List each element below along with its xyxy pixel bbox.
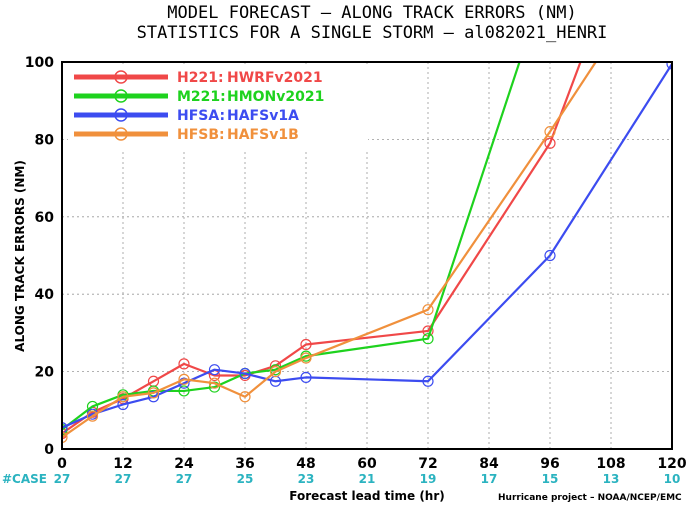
y-tick-label: 100 <box>25 55 54 71</box>
x-tick-label: 24 <box>174 456 194 472</box>
series-group <box>62 62 672 443</box>
data-point <box>422 304 434 316</box>
data-point <box>422 375 434 387</box>
x-tick-label: 108 <box>596 456 625 472</box>
x-tick-label: 0 <box>57 456 67 472</box>
plot-frame <box>61 61 673 450</box>
series-line <box>62 62 521 431</box>
data-point <box>178 358 190 370</box>
data-point <box>544 249 556 262</box>
y-axis-label: ALONG TRACK ERRORS (NM) <box>13 160 27 352</box>
legend-marker <box>114 108 128 122</box>
y-tick-label: 60 <box>35 210 55 226</box>
case-count: 10 <box>664 472 681 486</box>
x-tick-label: 96 <box>540 456 559 472</box>
case-count: 27 <box>176 472 193 486</box>
data-point <box>86 410 99 422</box>
data-point <box>178 385 190 397</box>
case-count: 23 <box>298 472 315 486</box>
data-point <box>208 377 221 389</box>
data-point <box>62 431 68 443</box>
data-point <box>178 377 190 389</box>
case-count: 17 <box>481 472 498 486</box>
x-tick-label: 120 <box>657 456 686 472</box>
legend-marker <box>114 89 128 103</box>
legend-name: HMONv2021 <box>227 89 324 105</box>
case-counts: 27 27 27 25 23 21 19 17 15 13 10 <box>54 472 681 486</box>
x-tick-label: 48 <box>296 456 315 472</box>
y-tick-label: 80 <box>35 132 55 148</box>
legend-marker <box>114 70 128 84</box>
chart-title-line2: STATISTICS FOR A SINGLE STORM – al082021… <box>137 23 608 43</box>
data-point <box>300 338 312 351</box>
case-count: 19 <box>420 472 437 486</box>
case-count: 15 <box>542 472 559 486</box>
data-point <box>300 371 312 384</box>
credit-text: Hurricane project – NOAA/NCEP/EMC <box>498 493 682 503</box>
data-point <box>544 126 556 138</box>
series-line <box>62 62 597 439</box>
case-count: 25 <box>237 472 254 486</box>
legend-name: HWRFv2021 <box>227 70 323 86</box>
legend-name: HAFSv1A <box>227 108 299 124</box>
data-point <box>269 366 282 378</box>
data-point <box>147 387 160 399</box>
x-axis-label: Forecast lead time (hr) <box>289 489 445 503</box>
case-count: 21 <box>359 472 376 486</box>
data-point <box>422 333 434 345</box>
y-tick-label: 0 <box>44 442 54 458</box>
data-point <box>208 381 221 393</box>
case-label: #CASE <box>2 472 47 486</box>
chart-title-line1: MODEL FORECAST – ALONG TRACK ERRORS (NM) <box>167 3 576 23</box>
legend-marker <box>114 127 128 141</box>
data-point <box>239 391 251 403</box>
case-count: 27 <box>54 472 71 486</box>
y-tick-label: 40 <box>35 287 55 303</box>
data-point <box>208 364 221 376</box>
case-count: 13 <box>603 472 620 486</box>
data-point <box>544 137 556 149</box>
legend-code: M221: <box>177 89 226 105</box>
legend-name: HAFSv1B <box>227 127 299 143</box>
data-point <box>666 62 672 70</box>
data-point <box>117 398 129 411</box>
data-point <box>178 373 190 385</box>
x-tick-label: 72 <box>418 456 437 472</box>
x-tick-label: 12 <box>113 456 132 472</box>
tick-labels: 0 12 24 36 48 60 72 84 96 108 120 0 20 40 60 80 100 <box>25 55 687 472</box>
legend-code: HFSA: <box>177 108 225 124</box>
legend-code: HFSB: <box>177 127 225 143</box>
data-point <box>300 352 312 364</box>
legend-code: H221: <box>177 70 224 86</box>
x-tick-label: 84 <box>479 456 499 472</box>
x-tick-label: 36 <box>235 456 254 472</box>
y-tick-label: 20 <box>35 365 55 381</box>
data-point <box>117 391 129 403</box>
x-tick-label: 60 <box>357 456 377 472</box>
data-point <box>62 422 68 434</box>
data-point <box>239 367 251 380</box>
case-count: 27 <box>115 472 132 486</box>
